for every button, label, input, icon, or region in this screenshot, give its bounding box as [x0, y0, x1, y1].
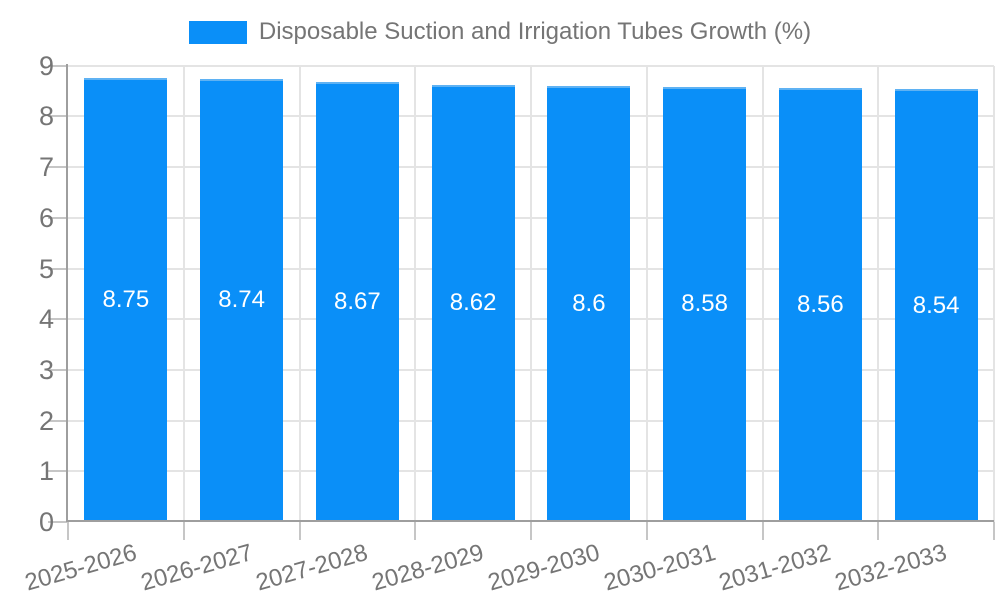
bar[interactable]	[431, 84, 515, 520]
y-axis-tick	[48, 470, 68, 473]
y-axis-label: 8	[38, 101, 54, 132]
x-axis-tick	[530, 522, 532, 540]
x-axis-tick	[645, 522, 648, 540]
bar-value-label: 8.56	[797, 291, 844, 318]
bar-value-label: 8.62	[449, 289, 497, 317]
gridline-vertical	[993, 65, 995, 522]
legend-swatch-icon	[188, 20, 247, 44]
y-axis-label: 9	[38, 50, 54, 81]
x-axis-tick	[414, 522, 417, 540]
x-axis-tick	[761, 522, 764, 540]
y-axis-label: 4	[38, 304, 54, 335]
y-axis-tick	[48, 216, 68, 219]
y-axis-label: 5	[38, 253, 54, 284]
gridline-vertical	[877, 65, 880, 522]
x-axis-line	[66, 520, 994, 522]
y-axis-label: 3	[38, 354, 54, 385]
bar-value-label: 8.54	[912, 291, 960, 319]
y-axis-line	[66, 63, 68, 522]
y-axis-tick	[48, 115, 68, 118]
bar-value-label: 8.75	[102, 286, 150, 314]
gridline-vertical	[414, 65, 417, 522]
bar-value-label: 8.6	[572, 289, 606, 317]
y-axis-tick	[48, 368, 68, 371]
x-axis-tick	[298, 522, 301, 540]
bar[interactable]	[778, 88, 862, 520]
legend-series-label: Disposable Suction and Irrigation Tubes …	[258, 18, 812, 45]
gridline-vertical	[761, 65, 764, 522]
gridline-vertical	[182, 65, 185, 522]
bar[interactable]	[200, 78, 284, 520]
bar[interactable]	[663, 86, 747, 520]
x-axis-tick	[993, 522, 995, 540]
y-axis-tick	[48, 267, 68, 270]
y-axis-label: 2	[38, 405, 54, 436]
y-axis-label: 1	[38, 456, 54, 487]
bar[interactable]	[547, 85, 631, 520]
y-axis-tick	[48, 419, 68, 422]
legend-item[interactable]: Disposable Suction and Irrigation Tubes …	[188, 18, 812, 46]
x-axis-tick	[182, 522, 185, 540]
y-axis-tick	[48, 318, 68, 321]
x-axis-tick	[877, 522, 880, 540]
gridline-vertical	[530, 65, 532, 522]
bar[interactable]	[894, 89, 978, 520]
y-axis-tick	[48, 166, 68, 169]
y-axis-tick	[48, 64, 68, 67]
bar-value-label: 8.74	[218, 286, 265, 314]
bar[interactable]	[315, 82, 399, 520]
x-axis-tick	[67, 522, 69, 540]
y-axis-tick	[48, 521, 68, 523]
bar[interactable]	[84, 78, 168, 520]
bar-value-label: 8.58	[681, 290, 728, 318]
y-axis-label: 0	[38, 507, 54, 537]
gridline-vertical	[645, 65, 648, 522]
legend: Disposable Suction and Irrigation Tubes …	[0, 14, 1000, 50]
y-axis-label: 7	[38, 152, 54, 183]
gridline-vertical	[298, 65, 301, 522]
y-axis-label: 6	[38, 202, 54, 233]
bar-value-label: 8.67	[334, 288, 381, 316]
